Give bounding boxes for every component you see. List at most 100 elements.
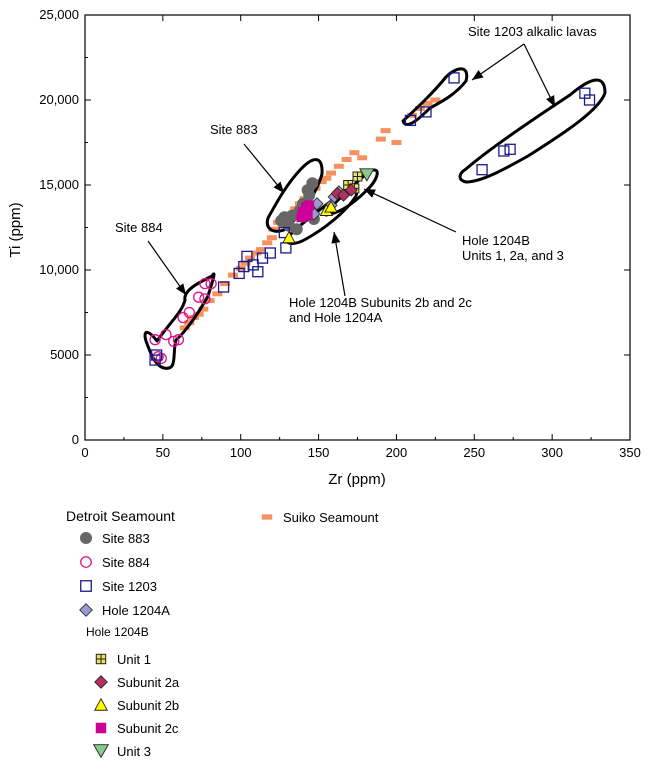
point-suiko-seamount bbox=[255, 247, 266, 253]
axis-ticks: 0 50 100 150 200 250 300 350 0 5000 10,000 15,000 20… bbox=[39, 7, 641, 460]
annotation-arrows bbox=[147, 43, 556, 297]
point-subunit-2c bbox=[296, 212, 307, 223]
point-site-884 bbox=[199, 277, 211, 290]
point-suiko-seamount bbox=[227, 272, 238, 278]
point-site-1203 bbox=[150, 349, 163, 361]
point-site-884 bbox=[199, 293, 211, 305]
point-site-884 bbox=[193, 291, 205, 303]
point-site-884 bbox=[149, 334, 161, 346]
point-site-1203 bbox=[504, 143, 516, 155]
envelope-site-1203-a bbox=[401, 67, 469, 126]
point-suiko-seamount bbox=[245, 255, 256, 261]
x-axis-label: Zr (ppm) bbox=[328, 471, 386, 488]
legend-marker-site-883 bbox=[80, 532, 92, 544]
point-site-1203 bbox=[404, 114, 417, 127]
x-tick-label: 50 bbox=[156, 445, 170, 460]
point-suiko-seamount bbox=[266, 235, 277, 241]
y-tick-label: 25,000 bbox=[39, 7, 79, 22]
point-suiko-seamount bbox=[357, 155, 368, 161]
x-tick-label: 0 bbox=[81, 445, 88, 460]
point-suiko-seamount bbox=[341, 157, 352, 162]
legend-group-detroit: Detroit Seamount bbox=[66, 508, 175, 524]
legend-label-suiko-seamount: Suiko Seamount bbox=[283, 510, 379, 525]
legend-group-hole-1204b: Hole 1204B bbox=[86, 625, 149, 639]
point-suiko-seamount bbox=[268, 226, 279, 232]
envelope-site-884 bbox=[143, 272, 216, 370]
plot-area: 0 50 100 150 200 250 300 350 0 5000 10,000 15,000 20… bbox=[7, 7, 641, 488]
point-site-883 bbox=[290, 223, 303, 236]
arrow-subunits bbox=[331, 231, 346, 297]
legend-marker-site-884 bbox=[80, 556, 92, 568]
annotation-site-1203: Site 1203 alkalic lavas bbox=[468, 24, 597, 39]
arrow-site-883 bbox=[243, 143, 285, 194]
point-suiko-seamount bbox=[321, 175, 332, 181]
y-tick-label: 10,000 bbox=[39, 262, 79, 277]
point-site-883 bbox=[306, 177, 319, 190]
point-site-1203 bbox=[241, 250, 253, 263]
legend-label-hole-1204a: Hole 1204A bbox=[102, 603, 170, 618]
point-site-884 bbox=[177, 311, 189, 324]
point-unit-1 bbox=[352, 171, 363, 182]
y-axis-label: Ti (ppm) bbox=[7, 202, 24, 257]
point-site-1203 bbox=[252, 266, 264, 278]
point-suiko-seamount bbox=[414, 106, 425, 111]
point-site-884 bbox=[205, 277, 217, 290]
legend-label-unit-3: Unit 3 bbox=[117, 744, 151, 759]
x-tick-label: 300 bbox=[541, 445, 563, 460]
legend-marker-subunit-2a bbox=[94, 675, 108, 689]
point-site-884 bbox=[168, 335, 180, 348]
envelope-site-1203-b bbox=[458, 78, 607, 184]
point-suiko-seamount bbox=[326, 170, 337, 176]
point-suiko-seamount bbox=[212, 291, 223, 297]
point-subunit-2c bbox=[302, 210, 313, 221]
point-suiko-seamount bbox=[391, 140, 402, 145]
legend-label-unit-1: Unit 1 bbox=[117, 652, 151, 667]
legend-marker-unit-3 bbox=[92, 744, 110, 759]
point-suiko-seamount bbox=[262, 240, 273, 246]
legend-marker-unit-1 bbox=[95, 653, 107, 665]
point-suiko-seamount bbox=[430, 97, 441, 103]
point-unit-3 bbox=[359, 168, 375, 182]
legend-marker-suiko-seamount bbox=[261, 514, 273, 520]
x-tick-label: 150 bbox=[308, 445, 330, 460]
legend-marker-subunit-2c bbox=[95, 722, 107, 734]
legend-label-site-1203: Site 1203 bbox=[102, 579, 157, 594]
legend: Detroit Seamount Hole 1204B Site 883 Site… bbox=[66, 508, 379, 759]
arrow-site-1203-b bbox=[523, 43, 556, 108]
x-tick-label: 350 bbox=[619, 445, 641, 460]
arrow-hole-1204b bbox=[363, 188, 457, 233]
point-site-1203 bbox=[448, 72, 460, 84]
point-site-884 bbox=[160, 328, 172, 341]
point-suiko-seamount bbox=[240, 260, 251, 266]
arrow-site-884 bbox=[147, 240, 187, 296]
point-suiko-seamount bbox=[422, 100, 433, 106]
annotation-hole-1204b-line1: Hole 1204B bbox=[462, 233, 530, 248]
legend-label-subunit-2a: Subunit 2a bbox=[117, 675, 180, 690]
point-suiko-seamount bbox=[333, 163, 344, 169]
envelope-site-883 bbox=[265, 158, 324, 233]
point-site-1203 bbox=[476, 164, 488, 176]
point-subunit-2b bbox=[282, 230, 296, 244]
annotation-subunits-line1: Hole 1204B Subunits 2b and 2c bbox=[289, 295, 472, 310]
point-suiko-seamount bbox=[380, 128, 391, 134]
x-tick-label: 250 bbox=[463, 445, 485, 460]
arrow-site-1203-a bbox=[471, 43, 525, 81]
legend-marker-site-1203 bbox=[80, 580, 92, 592]
y-tick-label: 0 bbox=[72, 432, 79, 447]
legend-marker-hole-1204a bbox=[79, 603, 93, 617]
annotation-site-884: Site 884 bbox=[115, 220, 163, 235]
legend-label-subunit-2c: Subunit 2c bbox=[117, 721, 179, 736]
point-subunit-2a bbox=[336, 188, 351, 202]
legend-label-site-883: Site 883 bbox=[102, 531, 150, 546]
point-site-1203 bbox=[498, 145, 510, 157]
y-tick-label: 5000 bbox=[50, 347, 79, 362]
point-site-884 bbox=[183, 306, 195, 319]
y-tick-label: 15,000 bbox=[39, 177, 79, 192]
legend-label-subunit-2b: Subunit 2b bbox=[117, 698, 179, 713]
point-subunit-2c bbox=[304, 200, 315, 211]
point-suiko-seamount bbox=[198, 306, 209, 312]
y-tick-label: 20,000 bbox=[39, 92, 79, 107]
point-site-883 bbox=[303, 189, 316, 202]
point-site-1203 bbox=[583, 94, 596, 106]
annotation-site-883: Site 883 bbox=[210, 122, 258, 137]
